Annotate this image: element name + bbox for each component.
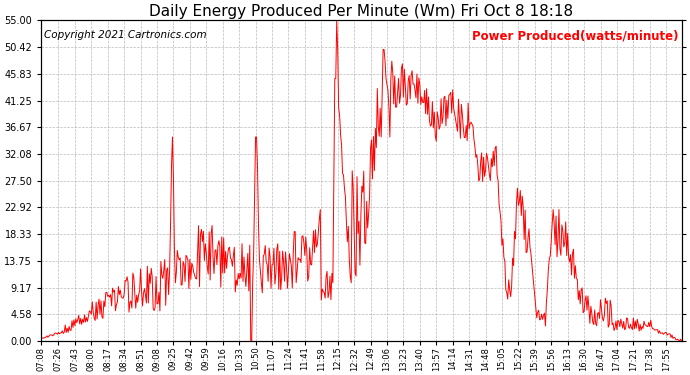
Text: Power Produced(watts/minute): Power Produced(watts/minute) [472, 30, 678, 43]
Text: Copyright 2021 Cartronics.com: Copyright 2021 Cartronics.com [44, 30, 207, 40]
Title: Daily Energy Produced Per Minute (Wm) Fri Oct 8 18:18: Daily Energy Produced Per Minute (Wm) Fr… [149, 4, 573, 19]
